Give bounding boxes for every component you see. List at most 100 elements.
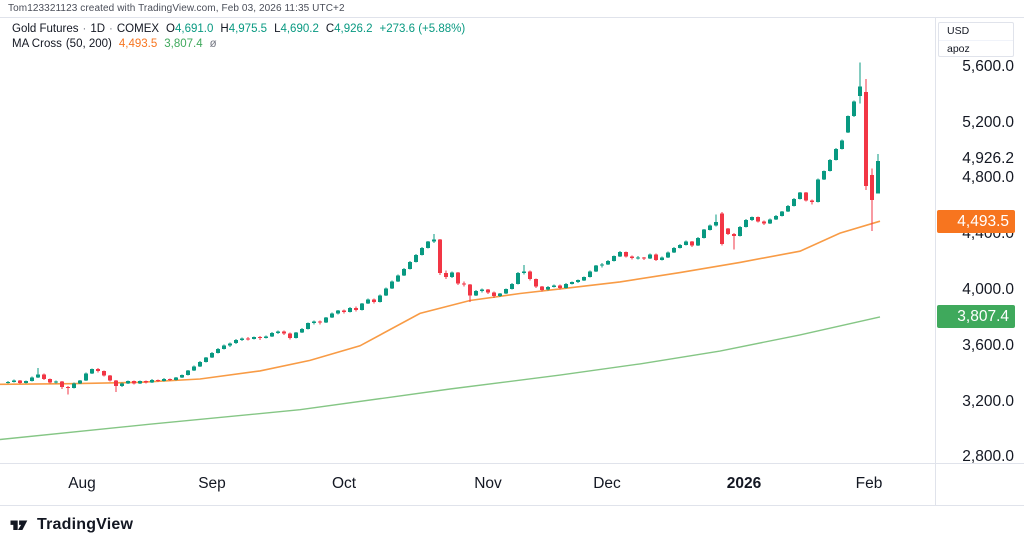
candle[interactable] [462,283,466,285]
candle[interactable] [438,239,442,274]
candle[interactable] [804,192,808,201]
candle[interactable] [6,382,10,384]
candle[interactable] [588,271,592,278]
candle[interactable] [612,256,616,261]
candle[interactable] [228,343,232,346]
candle[interactable] [433,234,435,243]
candle[interactable] [390,281,394,289]
candle[interactable] [516,273,520,284]
candle[interactable] [37,367,39,379]
candle[interactable] [84,373,88,381]
candle[interactable] [30,377,34,381]
candle[interactable] [552,285,556,287]
candle[interactable] [156,379,160,381]
candle[interactable] [678,244,682,248]
candle[interactable] [864,91,868,186]
candle[interactable] [474,290,478,296]
candle[interactable] [240,338,244,340]
candle[interactable] [714,221,718,226]
candle[interactable] [108,375,112,381]
candle[interactable] [600,264,604,266]
candle[interactable] [852,101,856,117]
candle[interactable] [582,277,586,281]
candle[interactable] [324,317,328,323]
candle[interactable] [336,310,340,314]
candle[interactable] [576,280,580,283]
candle[interactable] [480,289,484,291]
candle[interactable] [96,369,100,372]
candle[interactable] [66,386,70,388]
chart-legend[interactable]: Gold Futures · 1D · COMEX O 4,691.0 H 4,… [12,22,465,51]
candle[interactable] [486,289,490,293]
candle[interactable] [594,265,598,272]
candle[interactable] [780,211,784,216]
candle[interactable] [102,371,106,376]
candle[interactable] [546,286,550,290]
candle[interactable] [564,283,568,289]
candle[interactable] [294,332,298,338]
candle[interactable] [811,199,813,205]
indicator-source-icon[interactable]: ø [209,37,217,50]
candle[interactable] [648,254,652,259]
candle[interactable] [846,116,850,133]
candle[interactable] [636,257,640,259]
candle[interactable] [276,331,280,333]
candle[interactable] [702,229,706,238]
candle[interactable] [816,179,820,203]
candle[interactable] [306,323,310,329]
footer-branding[interactable]: TradingView [8,516,133,534]
candle[interactable] [372,299,376,303]
candle[interactable] [720,213,724,244]
candle[interactable] [630,256,634,259]
candle[interactable] [24,381,28,383]
candle[interactable] [786,206,790,212]
candle[interactable] [216,348,220,354]
candle[interactable] [660,257,664,260]
candle[interactable] [384,288,388,296]
candle[interactable] [414,254,418,262]
candle[interactable] [312,321,316,324]
candle[interactable] [654,254,658,260]
candle[interactable] [733,233,735,250]
candle[interactable] [67,386,69,395]
candle[interactable] [180,375,184,378]
candle[interactable] [732,233,736,237]
candle[interactable] [354,307,358,311]
candle[interactable] [432,239,436,242]
candle[interactable] [12,380,16,383]
candle[interactable] [558,285,562,289]
candle[interactable] [792,199,796,206]
candle[interactable] [186,370,190,376]
candle[interactable] [876,160,880,194]
candle[interactable] [270,333,274,337]
candle[interactable] [342,310,346,312]
candle[interactable] [36,374,40,378]
candle[interactable] [859,62,861,104]
candle[interactable] [822,171,826,180]
candle[interactable] [858,86,862,97]
candle[interactable] [330,313,334,318]
candle[interactable] [192,366,196,371]
candle[interactable] [168,379,172,380]
candle[interactable] [523,264,525,275]
candle[interactable] [774,215,778,220]
candle[interactable] [498,293,502,296]
candle[interactable] [534,279,538,287]
candle[interactable] [114,380,118,386]
candle[interactable] [144,381,148,383]
candle[interactable] [246,338,250,340]
candle[interactable] [162,379,166,381]
candle[interactable] [768,219,772,224]
symbol-legend-row[interactable]: Gold Futures · 1D · COMEX O 4,691.0 H 4,… [12,22,465,37]
candle[interactable] [756,217,760,222]
candle[interactable] [468,284,472,296]
candle[interactable] [396,275,400,282]
candle[interactable] [870,174,874,200]
chart-pane[interactable]: Gold Futures · 1D · COMEX O 4,691.0 H 4,… [0,18,936,463]
candle[interactable] [504,289,508,294]
candle[interactable] [138,381,142,384]
candle[interactable] [570,282,574,284]
axis-unit-box[interactable]: USD apoz [938,22,1014,57]
candle[interactable] [264,336,268,339]
candle[interactable] [642,257,646,259]
